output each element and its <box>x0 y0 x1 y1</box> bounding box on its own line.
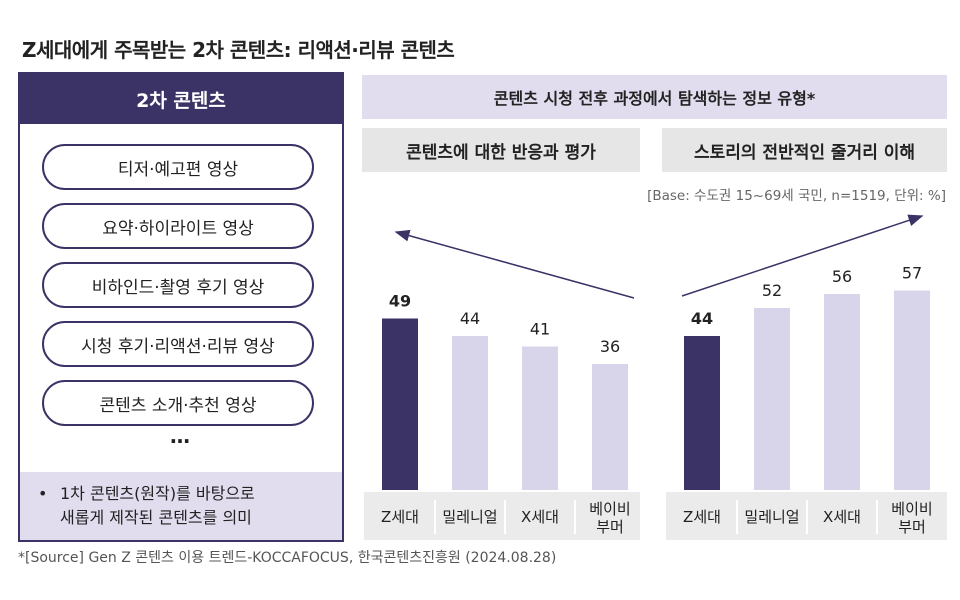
secondary-content-panel: 2차 콘텐츠 티저·예고편 영상 요약·하이라이트 영상 비하인드·촬영 후기 … <box>18 72 344 542</box>
source-note: *[Source] Gen Z 콘텐츠 이용 트렌드-KOCCAFOCUS, 한… <box>18 550 557 566</box>
category-label: X세대 <box>521 508 559 526</box>
category-label: X세대 <box>823 508 861 526</box>
note-bullet: • <box>38 484 48 503</box>
category-label: Z세대 <box>683 508 721 526</box>
bar-1-3 <box>522 346 558 490</box>
base-note: [Base: 수도권 15~69세 국민, n=1519, 단위: %] <box>647 188 946 204</box>
category-label: 베이비 부머 <box>891 500 932 536</box>
bar-2-1 <box>684 336 720 490</box>
trend-arrow <box>394 229 635 299</box>
secondary-content-header: 2차 콘텐츠 <box>20 74 342 124</box>
value-label: 36 <box>600 337 620 356</box>
chart-1-title: 콘텐츠에 대한 반응과 평가 <box>362 128 640 172</box>
content-type-summary: 요약·하이라이트 영상 <box>42 203 314 249</box>
value-label: 44 <box>691 309 713 328</box>
value-label: 41 <box>530 320 550 339</box>
bar-2-2 <box>754 308 790 490</box>
category-box <box>364 492 640 540</box>
trend-arrow <box>681 214 924 297</box>
bar-1-4 <box>592 364 628 490</box>
category-label: 밀레니얼 <box>744 508 799 526</box>
content-type-recommend: 콘텐츠 소개·추천 영상 <box>42 380 314 426</box>
definition-note: • 1차 콘텐츠(원작)를 바탕으로 새롭게 제작된 콘텐츠를 의미 <box>20 472 342 540</box>
chart-2-title: 스토리의 전반적인 줄거리 이해 <box>662 128 947 172</box>
info-type-banner: 콘텐츠 시청 전후 과정에서 탐색하는 정보 유형* <box>362 75 947 119</box>
bar-2-3 <box>824 294 860 490</box>
more-ellipsis: … <box>170 424 192 448</box>
value-label: 49 <box>389 292 411 311</box>
value-label: 57 <box>902 264 922 283</box>
bar-2-4 <box>894 290 930 490</box>
content-type-behind: 비하인드·촬영 후기 영상 <box>42 262 314 308</box>
category-label: 베이비 부머 <box>589 500 630 536</box>
value-label: 56 <box>832 267 852 286</box>
note-line-1: 1차 콘텐츠(원작)를 바탕으로 <box>60 484 255 503</box>
category-label: Z세대 <box>381 508 419 526</box>
note-text: 1차 콘텐츠(원작)를 바탕으로 새롭게 제작된 콘텐츠를 의미 <box>60 482 255 530</box>
page-title: Z세대에게 주목받는 2차 콘텐츠: 리액션·리뷰 콘텐츠 <box>22 38 455 62</box>
content-type-teaser: 티저·예고편 영상 <box>42 144 314 190</box>
value-label: 44 <box>460 309 480 328</box>
content-type-review: 시청 후기·리액션·리뷰 영상 <box>42 321 314 367</box>
bar-1-2 <box>452 336 488 490</box>
bar-1-1 <box>382 318 418 490</box>
note-line-2: 새롭게 제작된 콘텐츠를 의미 <box>60 508 252 527</box>
value-label: 52 <box>762 281 782 300</box>
category-label: 밀레니얼 <box>442 508 497 526</box>
